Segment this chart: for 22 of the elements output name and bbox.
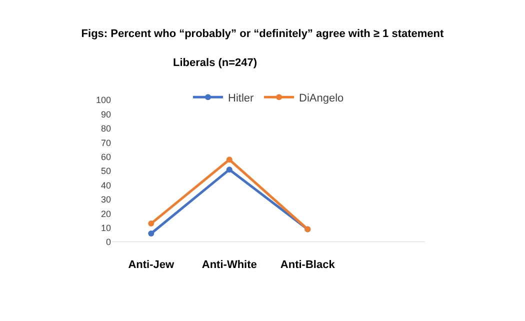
- y-tick-label: 20: [100, 208, 111, 219]
- point: [148, 220, 154, 227]
- y-tick-label: 10: [100, 222, 111, 233]
- point: [226, 166, 232, 173]
- point: [226, 156, 232, 163]
- y-tick-label: 100: [96, 95, 111, 106]
- legend-label: DiAngelo: [299, 92, 344, 104]
- x-tick-label: Anti-Black: [280, 259, 336, 271]
- y-tick-label: 50: [100, 166, 111, 176]
- y-tick-label: 30: [100, 194, 111, 205]
- y-tick-label: 60: [100, 152, 111, 162]
- point: [148, 230, 154, 236]
- x-tick-label: Anti-Jew: [128, 259, 174, 271]
- y-tick-label: 0: [106, 237, 111, 248]
- legend-label: Hitler: [228, 92, 254, 104]
- chart-title: Figs: Percent who “probably” or “definitely” agree with ≥ 1 statement: [81, 28, 444, 40]
- x-tick-label: Anti-White: [202, 259, 257, 271]
- y-tick-label: 40: [100, 180, 111, 190]
- chart-subtitle: Liberals (n=247): [173, 57, 258, 69]
- y-tick-label: 70: [100, 138, 111, 148]
- y-tick-label: 90: [100, 109, 111, 120]
- y-tick-label: 80: [100, 124, 111, 134]
